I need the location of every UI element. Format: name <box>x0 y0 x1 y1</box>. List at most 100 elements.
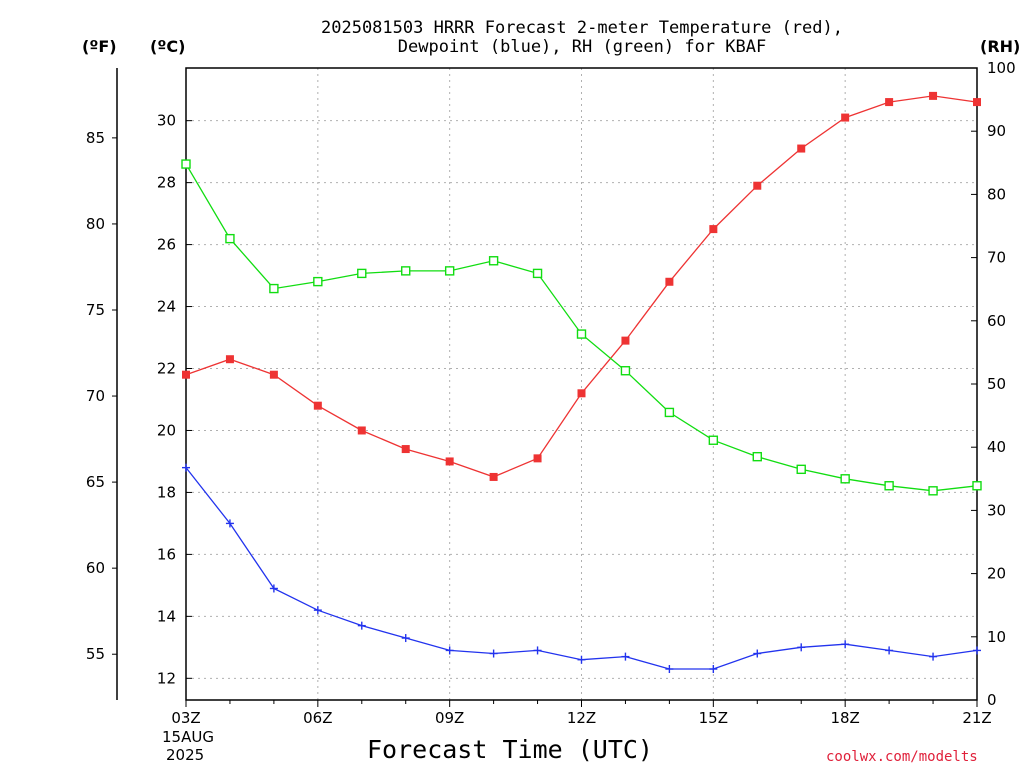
celsius-tick-label: 12 <box>157 669 176 687</box>
rh-tick-label: 80 <box>987 185 1006 203</box>
chart-title-line: 2025081503 HRRR Forecast 2-meter Tempera… <box>321 18 843 38</box>
fahrenheit-unit-label: (ºF) <box>82 37 117 56</box>
gridlines <box>186 68 977 700</box>
temperature-point <box>357 426 366 435</box>
fahrenheit-tick-label: 65 <box>86 473 105 491</box>
dewpoint-point <box>357 621 366 630</box>
temperature-point <box>577 389 586 398</box>
axes: 55 60 65 70 75 80 85 12 14 16 18 20 22 24 26 28 30 0 10 20 3… <box>86 59 1016 727</box>
rh-point <box>664 407 675 418</box>
source-credit: coolwx.com/modelts <box>826 749 978 765</box>
rh-tick-label: 90 <box>987 122 1006 140</box>
temperature-point <box>665 277 674 286</box>
rh-point <box>708 435 719 445</box>
rh-point <box>488 256 499 266</box>
x-tick-label: 06Z <box>303 709 332 727</box>
dewpoint-point <box>313 606 322 615</box>
rh-point <box>620 366 631 376</box>
dewpoint-point <box>533 646 542 655</box>
dewpoint-point <box>445 646 454 655</box>
temperature-series <box>182 91 981 481</box>
x-tick-label: 09Z <box>435 709 464 727</box>
dewpoint-point <box>621 652 630 661</box>
temperature-point <box>182 370 190 379</box>
rh-point <box>269 283 279 294</box>
rh-point <box>181 159 191 169</box>
fahrenheit-tick-label: 55 <box>86 645 105 663</box>
celsius-tick-label: 22 <box>157 360 176 378</box>
dewpoint-point <box>929 652 938 661</box>
rh-point <box>401 266 411 276</box>
fahrenheit-tick-label: 70 <box>86 387 105 405</box>
rh-tick-label: 60 <box>987 312 1006 330</box>
fahrenheit-tick-label: 80 <box>86 215 105 233</box>
rh-tick-label: 40 <box>987 438 1006 456</box>
temperature-point <box>489 472 498 481</box>
celsius-unit-label: (ºC) <box>150 37 185 56</box>
rh-point <box>840 474 850 484</box>
temperature-point <box>225 355 234 364</box>
celsius-tick-label: 24 <box>157 298 176 316</box>
rh-tick-label: 0 <box>987 691 997 709</box>
dewpoint-series <box>182 463 981 674</box>
temperature-point <box>445 457 454 466</box>
rh-tick-label: 70 <box>987 249 1006 267</box>
rh-point <box>796 464 806 475</box>
dewpoint-point <box>269 584 278 593</box>
date-label-day: 15AUG <box>162 728 214 746</box>
plot-frame <box>185 67 978 701</box>
dewpoint-point <box>225 519 234 528</box>
dewpoint-point <box>841 640 850 649</box>
celsius-tick-label: 26 <box>157 236 176 254</box>
x-tick-label: 03Z <box>171 709 200 727</box>
rh-point <box>752 451 762 462</box>
dewpoint-point <box>753 649 762 658</box>
dewpoint-point <box>489 649 498 658</box>
rh-point <box>576 329 587 339</box>
x-tick-label: 21Z <box>962 709 991 727</box>
rh-tick-label: 100 <box>987 59 1016 77</box>
dewpoint-point <box>665 665 674 674</box>
temperature-point <box>797 144 806 153</box>
series-lines <box>181 91 982 674</box>
temperature-point <box>269 370 278 379</box>
rh-point <box>532 268 543 279</box>
rh-tick-label: 50 <box>987 375 1006 393</box>
dewpoint-point <box>797 643 806 652</box>
celsius-tick-label: 18 <box>157 483 176 501</box>
temperature-point <box>533 454 542 463</box>
rh-point <box>313 276 323 287</box>
rh-point <box>357 268 367 279</box>
celsius-tick-label: 28 <box>157 174 176 192</box>
temperature-point <box>313 401 322 410</box>
temperature-point <box>709 225 718 234</box>
temperature-point <box>841 113 850 122</box>
celsius-tick-label: 30 <box>157 112 176 130</box>
dewpoint-point <box>973 646 981 655</box>
rh-point <box>972 481 982 491</box>
rh-tick-label: 20 <box>987 565 1006 583</box>
x-axis-title: Forecast Time (UTC) <box>367 735 653 764</box>
x-tick-label: 18Z <box>830 709 859 727</box>
rh-point <box>928 486 938 496</box>
dewpoint-point <box>401 634 410 643</box>
fahrenheit-tick-label: 85 <box>86 129 105 147</box>
dewpoint-point <box>182 463 190 472</box>
dewpoint-point <box>577 655 586 664</box>
rh-unit-label: (RH) <box>980 37 1020 56</box>
temperature-point <box>973 98 981 107</box>
celsius-tick-label: 14 <box>157 607 176 625</box>
temperature-point <box>885 98 894 107</box>
x-tick-label: 15Z <box>699 709 728 727</box>
x-tick-label: 12Z <box>567 709 596 727</box>
temperature-point <box>753 181 762 190</box>
chart-title: 2025081503 HRRR Forecast 2-meter Tempera… <box>321 18 843 57</box>
dewpoint-point <box>885 646 894 655</box>
rh-point <box>225 233 235 244</box>
fahrenheit-tick-label: 60 <box>86 559 105 577</box>
date-label-year: 2025 <box>166 746 204 764</box>
rh-tick-label: 30 <box>987 501 1006 519</box>
fahrenheit-tick-label: 75 <box>86 301 105 319</box>
dewpoint-point <box>709 665 718 674</box>
